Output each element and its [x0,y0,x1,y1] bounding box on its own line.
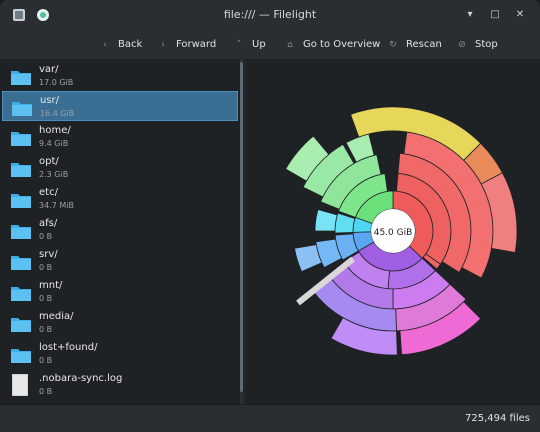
go-to-overview-button[interactable]: ⌂ Go to Overview [283,37,380,53]
folder-name: etc/ [39,187,58,198]
folder-item-mnt[interactable]: mnt/ 0 B [2,277,238,307]
folder-item-afs[interactable]: afs/ 0 B [2,215,238,245]
folder-item-home[interactable]: home/ 9.4 GiB [2,122,238,152]
up-button[interactable]: ˄ Up [232,37,266,53]
stop-icon: ⊘ [458,40,466,50]
file-item-nobara-sync-log[interactable]: .nobara-sync.log 0 B [2,370,238,400]
title-bar: file:/// — Filelight ▾ □ ✕ [0,0,540,30]
radial-segment[interactable] [330,317,398,356]
rescan-button[interactable]: ↻ Rescan [386,37,442,53]
folder-size: 9.4 GiB [39,139,69,148]
folder-size: 0 B [39,356,53,365]
folder-size: 34.7 MiB [39,201,74,210]
radial-segment[interactable] [314,209,338,232]
folder-icon [11,349,31,363]
minimize-button[interactable]: ▾ [467,9,473,20]
stop-button[interactable]: ⊘ Stop [455,37,498,53]
radial-map[interactable]: 45.0 GiB [246,59,540,404]
folder-size: 16.4 GiB [40,109,75,118]
folder-size: 17.0 GiB [39,78,74,87]
home-icon: ⌂ [287,40,293,50]
folder-name: media/ [39,311,74,322]
folder-name: opt/ [39,156,59,167]
radial-segment[interactable] [285,135,330,182]
folder-item-media[interactable]: media/ 0 B [2,308,238,338]
up-arrow-icon: ˄ [236,40,242,50]
folder-icon [11,287,31,301]
sidebar-scrollbar-thumb[interactable] [240,62,243,392]
stop-label: Stop [475,39,498,50]
folder-icon [11,256,31,270]
folder-icon [12,102,32,116]
overview-label: Go to Overview [303,39,381,50]
maximize-button[interactable]: □ [490,9,500,20]
folder-item-usr[interactable]: usr/ 16.4 GiB [2,91,238,121]
radial-map-area: 45.0 GiB [246,59,540,404]
forward-label: Forward [176,39,217,50]
folder-icon [11,132,31,146]
folder-list: var/ 17.0 GiB usr/ 16.4 GiB home/ 9.4 Gi… [0,59,243,404]
back-arrow-icon: ‹ [103,40,107,50]
window-menu-icon[interactable] [12,8,26,22]
folder-name: lost+found/ [39,342,98,353]
back-label: Back [118,39,143,50]
folder-item-lost-found[interactable]: lost+found/ 0 B [2,339,238,369]
filelight-app-icon [37,9,49,21]
folder-name: srv/ [39,249,58,260]
folder-name: home/ [39,125,71,136]
folder-name: usr/ [40,95,60,106]
folder-name: afs/ [39,218,58,229]
rescan-label: Rescan [406,39,442,50]
back-button[interactable]: ‹ Back [98,37,142,53]
folder-size: 0 B [39,294,53,303]
toolbar: ‹ Back › Forward ˄ Up ⌂ Go to Overview ↻ Resc… [0,30,540,60]
folder-item-opt[interactable]: opt/ 2.3 GiB [2,153,238,183]
file-name: .nobara-sync.log [39,373,123,384]
folder-size: 2.3 GiB [39,170,69,179]
folder-item-srv[interactable]: srv/ 0 B [2,246,238,276]
file-icon [12,374,28,396]
small-file-spike [296,256,355,306]
radial-segment[interactable] [399,301,482,356]
folder-size: 0 B [39,325,53,334]
radial-segment[interactable] [480,172,518,253]
refresh-icon: ↻ [389,40,397,50]
file-count: 725,494 files [465,413,530,424]
radial-segment[interactable] [345,133,375,163]
folder-icon [11,71,31,85]
file-size: 0 B [39,387,53,396]
radial-segment[interactable] [294,244,323,273]
folder-name: var/ [39,64,59,75]
folder-icon [11,194,31,208]
up-label: Up [252,39,266,50]
status-bar: 725,494 files [0,404,540,432]
folder-item-etc[interactable]: etc/ 34.7 MiB [2,184,238,214]
folder-icon [11,225,31,239]
folder-name: mnt/ [39,280,63,291]
close-button[interactable]: ✕ [515,9,525,20]
folder-item-var[interactable]: var/ 17.0 GiB [2,61,238,91]
forward-button[interactable]: › Forward [156,37,216,53]
forward-arrow-icon: › [161,40,165,50]
folder-size: 0 B [39,263,53,272]
folder-icon [11,163,31,177]
center-size-label: 45.0 GiB [374,228,413,238]
radial-segment[interactable] [422,253,442,270]
window-title: file:/// — Filelight [223,8,317,21]
folder-icon [11,318,31,332]
center-circle[interactable] [371,209,415,253]
folder-size: 0 B [39,232,53,241]
